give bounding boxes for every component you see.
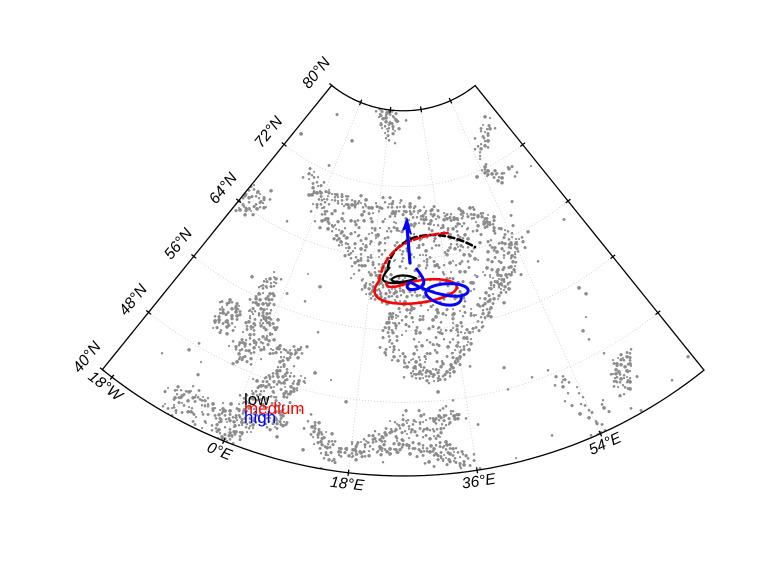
svg-text:high: high (244, 408, 276, 427)
